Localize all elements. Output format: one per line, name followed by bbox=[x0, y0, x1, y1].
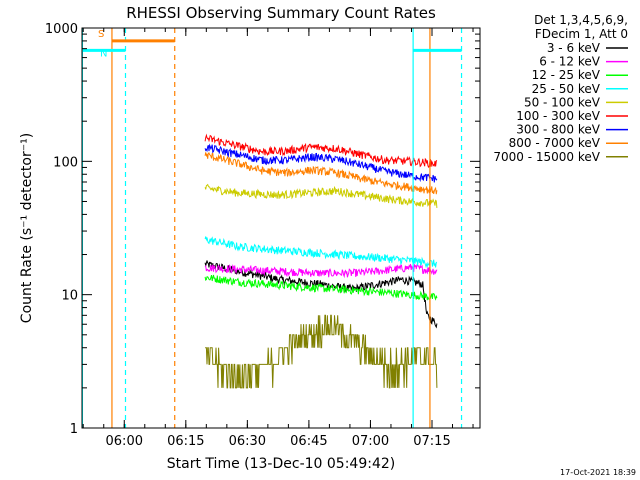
legend-header-line-2: FDecim 1, Att 0 bbox=[535, 27, 628, 41]
legend-label-6-12keV: 6 - 12 keV bbox=[539, 55, 601, 69]
x-tick-label: 06:30 bbox=[229, 434, 266, 449]
x-tick-label: 07:00 bbox=[352, 434, 389, 449]
legend-header-line-1: Det 1,3,4,5,6,9, bbox=[534, 13, 628, 27]
x-tick-label: 07:15 bbox=[413, 434, 450, 449]
footer-timestamp: 17-Oct-2021 18:39 bbox=[560, 468, 636, 477]
x-tick-label: 06:00 bbox=[106, 434, 143, 449]
plot-data-layer bbox=[204, 133, 438, 389]
annotation-label-N: N bbox=[100, 48, 107, 59]
legend-label-7000-15000keV: 7000 - 15000 keV bbox=[493, 150, 600, 164]
y-tick-label: 1000 bbox=[45, 22, 78, 37]
y-tick-label: 100 bbox=[53, 155, 78, 170]
series-line-6-12keV bbox=[204, 263, 438, 279]
series-line-100-300keV bbox=[204, 133, 438, 168]
legend-label-800-7000keV: 800 - 7000 keV bbox=[509, 136, 601, 150]
y-tick-label: 10 bbox=[61, 289, 78, 304]
axes: 06:00 06:15 06:30 06:45 07:00 07:15 1 10 100 1000 bbox=[45, 22, 480, 449]
legend-label-12-25keV: 12 - 25 keV bbox=[532, 68, 601, 82]
series-line-300-800keV bbox=[204, 143, 438, 183]
series-line-12-25keV bbox=[204, 274, 438, 301]
legend-label-3-6keV: 3 - 6 keV bbox=[547, 41, 601, 55]
legend-label-50-100keV: 50 - 100 keV bbox=[524, 95, 601, 109]
legend-label-25-50keV: 25 - 50 keV bbox=[532, 82, 601, 96]
x-tick-label: 06:45 bbox=[290, 434, 327, 449]
series-line-7000-15000keV bbox=[205, 314, 438, 389]
y-tick-label: 1 bbox=[70, 422, 78, 437]
annotation-label-S: S bbox=[98, 29, 104, 40]
observation-markers: SN bbox=[81, 28, 463, 428]
legend-label-300-800keV: 300 - 800 keV bbox=[516, 123, 600, 137]
series-line-50-100keV bbox=[204, 183, 438, 208]
legend-label-100-300keV: 100 - 300 keV bbox=[516, 109, 600, 123]
legend: Det 1,3,4,5,6,9, FDecim 1, Att 0 3 - 6 k… bbox=[493, 13, 628, 164]
chart-title: RHESSI Observing Summary Count Rates bbox=[126, 4, 436, 22]
x-tick-label: 06:15 bbox=[167, 434, 204, 449]
y-axis-label: Count Rate (s⁻¹ detector⁻¹) bbox=[19, 133, 35, 323]
plot-frame bbox=[81, 27, 481, 429]
series-line-3-6keV bbox=[204, 260, 438, 329]
series-line-25-50keV bbox=[204, 236, 438, 269]
x-axis-label: Start Time (13-Dec-10 05:49:42) bbox=[167, 456, 395, 472]
series-line-800-7000keV bbox=[204, 152, 438, 195]
